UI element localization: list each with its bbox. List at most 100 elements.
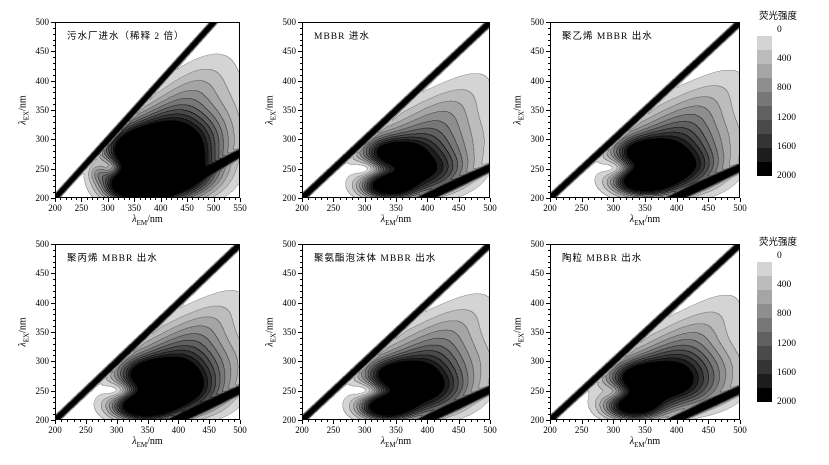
x-axis-label: λEM/nm	[132, 214, 162, 227]
y-axis-tick	[300, 337, 302, 339]
x-axis-tick	[339, 198, 341, 200]
y-axis-tick	[300, 285, 302, 287]
y-axis-tick	[548, 39, 550, 41]
x-axis-tick	[600, 420, 602, 422]
y-axis-tick	[546, 110, 550, 111]
y-axis-tick	[53, 373, 55, 375]
eem-panel-4: 聚氨酯泡沫体 MBBR 出水	[302, 244, 490, 420]
x-axis-tick	[581, 420, 583, 424]
x-axis-tick	[458, 198, 460, 202]
x-axis-tick	[556, 198, 558, 200]
y-axis-tick	[548, 296, 550, 298]
y-tick-label: 400	[282, 75, 297, 86]
y-axis-label: λEX/nm	[18, 317, 31, 346]
colorbar-0	[757, 36, 772, 176]
colorbar-block	[757, 134, 772, 148]
x-axis-tick	[702, 420, 703, 422]
y-axis-tick	[548, 355, 550, 357]
x-tick-label: 350	[638, 425, 652, 435]
x-tick-label: 250	[326, 425, 341, 435]
y-axis-tick	[548, 121, 550, 123]
x-axis-tick	[352, 420, 354, 422]
x-axis-tick	[556, 420, 558, 422]
x-axis-tick	[721, 420, 722, 422]
y-axis-tick	[548, 255, 550, 257]
y-axis-tick	[548, 145, 550, 147]
axis-unit: /nm	[264, 95, 276, 111]
y-axis-tick	[53, 174, 55, 176]
x-axis-tick	[695, 420, 697, 422]
x-axis-tick	[240, 198, 241, 202]
y-axis-tick	[51, 361, 55, 363]
y-tick-label: 200	[282, 193, 297, 203]
x-axis-tick	[421, 198, 423, 200]
colorbar-block	[757, 50, 772, 64]
y-axis-tick	[548, 192, 550, 194]
y-axis-tick	[298, 110, 302, 111]
x-axis-tick	[414, 420, 416, 422]
x-axis-tick	[619, 198, 621, 200]
x-tick-label: 400	[171, 425, 186, 435]
y-tick-label: 250	[282, 163, 297, 174]
x-axis-tick	[632, 420, 634, 422]
axis-subscript: EX	[22, 110, 31, 121]
x-axis-tick	[588, 420, 589, 422]
x-axis-tick	[129, 420, 130, 422]
y-tick-label: 400	[35, 75, 50, 86]
x-axis-tick	[123, 198, 125, 200]
colorbar-tick-label: 1600	[777, 141, 796, 152]
y-axis-tick	[546, 273, 550, 275]
y-axis-tick	[300, 86, 302, 88]
y-tick-label: 250	[530, 385, 545, 396]
y-axis-tick	[53, 121, 55, 123]
x-axis-tick	[107, 198, 109, 202]
y-axis-tick	[548, 57, 550, 59]
y-axis-tick	[53, 267, 55, 269]
eem-panel-3: 聚丙烯 MBBR 出水	[55, 244, 240, 420]
x-axis-label: λEM/nm	[381, 214, 411, 227]
x-tick-label: 250	[79, 425, 93, 435]
y-axis-tick	[298, 420, 302, 421]
y-axis-tick	[548, 320, 550, 322]
y-axis-tick	[51, 302, 55, 304]
axis-unit: /nm	[644, 214, 661, 225]
y-axis-tick	[548, 367, 550, 369]
x-tick-label: 500	[483, 203, 497, 213]
axis-unit: /nm	[395, 436, 412, 447]
y-axis-tick	[548, 314, 550, 316]
colorbar-tick-label: 400	[777, 54, 792, 65]
x-tick-label: 450	[202, 425, 216, 435]
x-axis-tick	[98, 420, 100, 422]
y-axis-tick	[300, 296, 302, 298]
x-tick-label: 400	[669, 425, 684, 435]
y-axis-tick	[53, 255, 55, 257]
y-tick-label: 400	[530, 75, 545, 86]
y-axis-tick	[51, 273, 55, 275]
x-axis-tick	[308, 198, 310, 200]
x-axis-tick	[670, 198, 672, 200]
x-axis-tick	[76, 198, 78, 200]
y-axis-tick	[548, 378, 550, 380]
x-axis-tick	[79, 420, 81, 422]
y-axis-tick	[546, 244, 550, 245]
x-axis-tick	[153, 420, 155, 422]
y-axis-tick	[546, 361, 550, 363]
panel-title: 聚氨酯泡沫体 MBBR 出水	[314, 254, 437, 264]
y-axis-tick	[548, 68, 550, 70]
colorbar-block	[757, 332, 772, 346]
y-axis-tick	[548, 27, 550, 29]
y-tick-label: 450	[282, 46, 297, 57]
x-axis-tick	[733, 198, 735, 200]
y-axis-tick	[53, 45, 55, 47]
x-axis-tick	[122, 420, 124, 422]
y-axis-tick	[548, 267, 550, 269]
x-axis-tick	[110, 420, 112, 422]
x-axis-tick	[714, 420, 716, 422]
x-tick-label: 450	[701, 203, 716, 213]
x-axis-tick	[370, 198, 372, 200]
y-axis-tick	[546, 198, 550, 199]
x-tick-label: 300	[357, 425, 372, 435]
y-tick-label: 500	[35, 17, 50, 27]
x-axis-tick	[333, 420, 335, 424]
y-axis-tick	[300, 355, 302, 357]
